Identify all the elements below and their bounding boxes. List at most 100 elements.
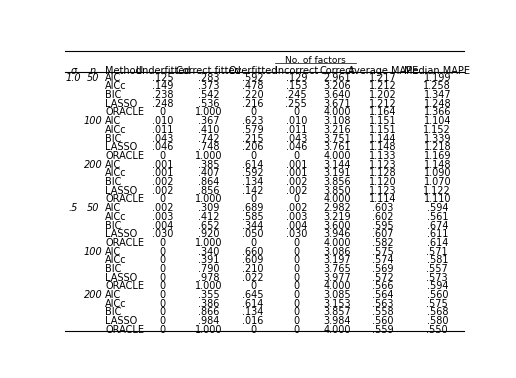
Text: .255: .255	[285, 99, 307, 109]
Text: .864: .864	[198, 177, 219, 187]
Text: BIC: BIC	[105, 307, 122, 318]
Text: .385: .385	[198, 160, 219, 170]
Text: 3.086: 3.086	[323, 246, 351, 257]
Text: .603: .603	[373, 203, 394, 213]
Text: Average MAPE: Average MAPE	[348, 66, 418, 76]
Text: ORACLE: ORACLE	[105, 238, 144, 248]
Text: .001: .001	[286, 160, 307, 170]
Text: .004: .004	[152, 220, 173, 231]
Text: 0: 0	[160, 246, 166, 257]
Text: 1.133: 1.133	[369, 151, 397, 161]
Text: .134: .134	[243, 307, 264, 318]
Text: 1.164: 1.164	[369, 107, 397, 118]
Text: AICc: AICc	[105, 212, 127, 222]
Text: .558: .558	[373, 307, 394, 318]
Text: .557: .557	[426, 264, 448, 274]
Text: .248: .248	[152, 99, 173, 109]
Text: 0: 0	[293, 299, 299, 309]
Text: .309: .309	[198, 203, 219, 213]
Text: 0: 0	[250, 107, 256, 118]
Text: .238: .238	[152, 90, 173, 100]
Text: .575: .575	[426, 299, 448, 309]
Text: 100: 100	[84, 116, 103, 126]
Text: .043: .043	[152, 133, 173, 144]
Text: .046: .046	[152, 142, 173, 152]
Text: 3.206: 3.206	[323, 81, 351, 91]
Text: 0: 0	[250, 194, 256, 204]
Text: .355: .355	[198, 290, 219, 300]
Text: .344: .344	[243, 220, 264, 231]
Text: 0: 0	[293, 290, 299, 300]
Text: 3.671: 3.671	[323, 99, 351, 109]
Text: AIC: AIC	[105, 160, 121, 170]
Text: 0: 0	[250, 325, 256, 335]
Text: 0: 0	[160, 307, 166, 318]
Text: .010: .010	[152, 116, 173, 126]
Text: .660: .660	[243, 246, 264, 257]
Text: 1.000: 1.000	[195, 325, 222, 335]
Text: 1.202: 1.202	[369, 90, 397, 100]
Text: .594: .594	[427, 203, 448, 213]
Text: .542: .542	[198, 90, 219, 100]
Text: 3.600: 3.600	[323, 220, 351, 231]
Text: 1.000: 1.000	[195, 238, 222, 248]
Text: .367: .367	[198, 116, 219, 126]
Text: BIC: BIC	[105, 220, 122, 231]
Text: σ: σ	[71, 66, 76, 76]
Text: 3.856: 3.856	[323, 177, 351, 187]
Text: 200: 200	[84, 290, 103, 300]
Text: 1.123: 1.123	[369, 160, 397, 170]
Text: 1.000: 1.000	[195, 151, 222, 161]
Text: AICc: AICc	[105, 299, 127, 309]
Text: .580: .580	[427, 316, 448, 326]
Text: 3.640: 3.640	[323, 90, 351, 100]
Text: .002: .002	[285, 177, 307, 187]
Text: .001: .001	[286, 168, 307, 178]
Text: 50: 50	[87, 73, 100, 83]
Text: .623: .623	[243, 116, 264, 126]
Text: .003: .003	[152, 212, 173, 222]
Text: .050: .050	[243, 229, 264, 239]
Text: 0: 0	[160, 194, 166, 204]
Text: 0: 0	[160, 325, 166, 335]
Text: .920: .920	[198, 229, 219, 239]
Text: BIC: BIC	[105, 90, 122, 100]
Text: 3.761: 3.761	[323, 142, 351, 152]
Text: 3.977: 3.977	[323, 273, 351, 283]
Text: 3.085: 3.085	[323, 290, 351, 300]
Text: .011: .011	[286, 125, 307, 135]
Text: 1.169: 1.169	[424, 151, 451, 161]
Text: AICc: AICc	[105, 255, 127, 265]
Text: .568: .568	[427, 307, 448, 318]
Text: 1.000: 1.000	[195, 281, 222, 291]
Text: LASSO: LASSO	[105, 273, 137, 283]
Text: .220: .220	[243, 90, 264, 100]
Text: Correct fitted: Correct fitted	[176, 66, 241, 76]
Text: 0: 0	[293, 273, 299, 283]
Text: AICc: AICc	[105, 81, 127, 91]
Text: 4.000: 4.000	[323, 281, 351, 291]
Text: 1.120: 1.120	[369, 177, 397, 187]
Text: AIC: AIC	[105, 246, 121, 257]
Text: .585: .585	[243, 212, 264, 222]
Text: 1.000: 1.000	[195, 194, 222, 204]
Text: 1.218: 1.218	[424, 142, 451, 152]
Text: 0: 0	[293, 151, 299, 161]
Text: AIC: AIC	[105, 290, 121, 300]
Text: .602: .602	[373, 212, 394, 222]
Text: ORACLE: ORACLE	[105, 325, 144, 335]
Text: .569: .569	[373, 264, 394, 274]
Text: 4.000: 4.000	[323, 238, 351, 248]
Text: 1.339: 1.339	[424, 133, 451, 144]
Text: .010: .010	[286, 116, 307, 126]
Text: 1.366: 1.366	[424, 107, 451, 118]
Text: .856: .856	[198, 186, 219, 196]
Text: .004: .004	[286, 220, 307, 231]
Text: .134: .134	[243, 177, 264, 187]
Text: .614: .614	[243, 160, 264, 170]
Text: 0: 0	[160, 264, 166, 274]
Text: 0: 0	[160, 255, 166, 265]
Text: .595: .595	[373, 220, 394, 231]
Text: .564: .564	[373, 290, 394, 300]
Text: 0: 0	[293, 255, 299, 265]
